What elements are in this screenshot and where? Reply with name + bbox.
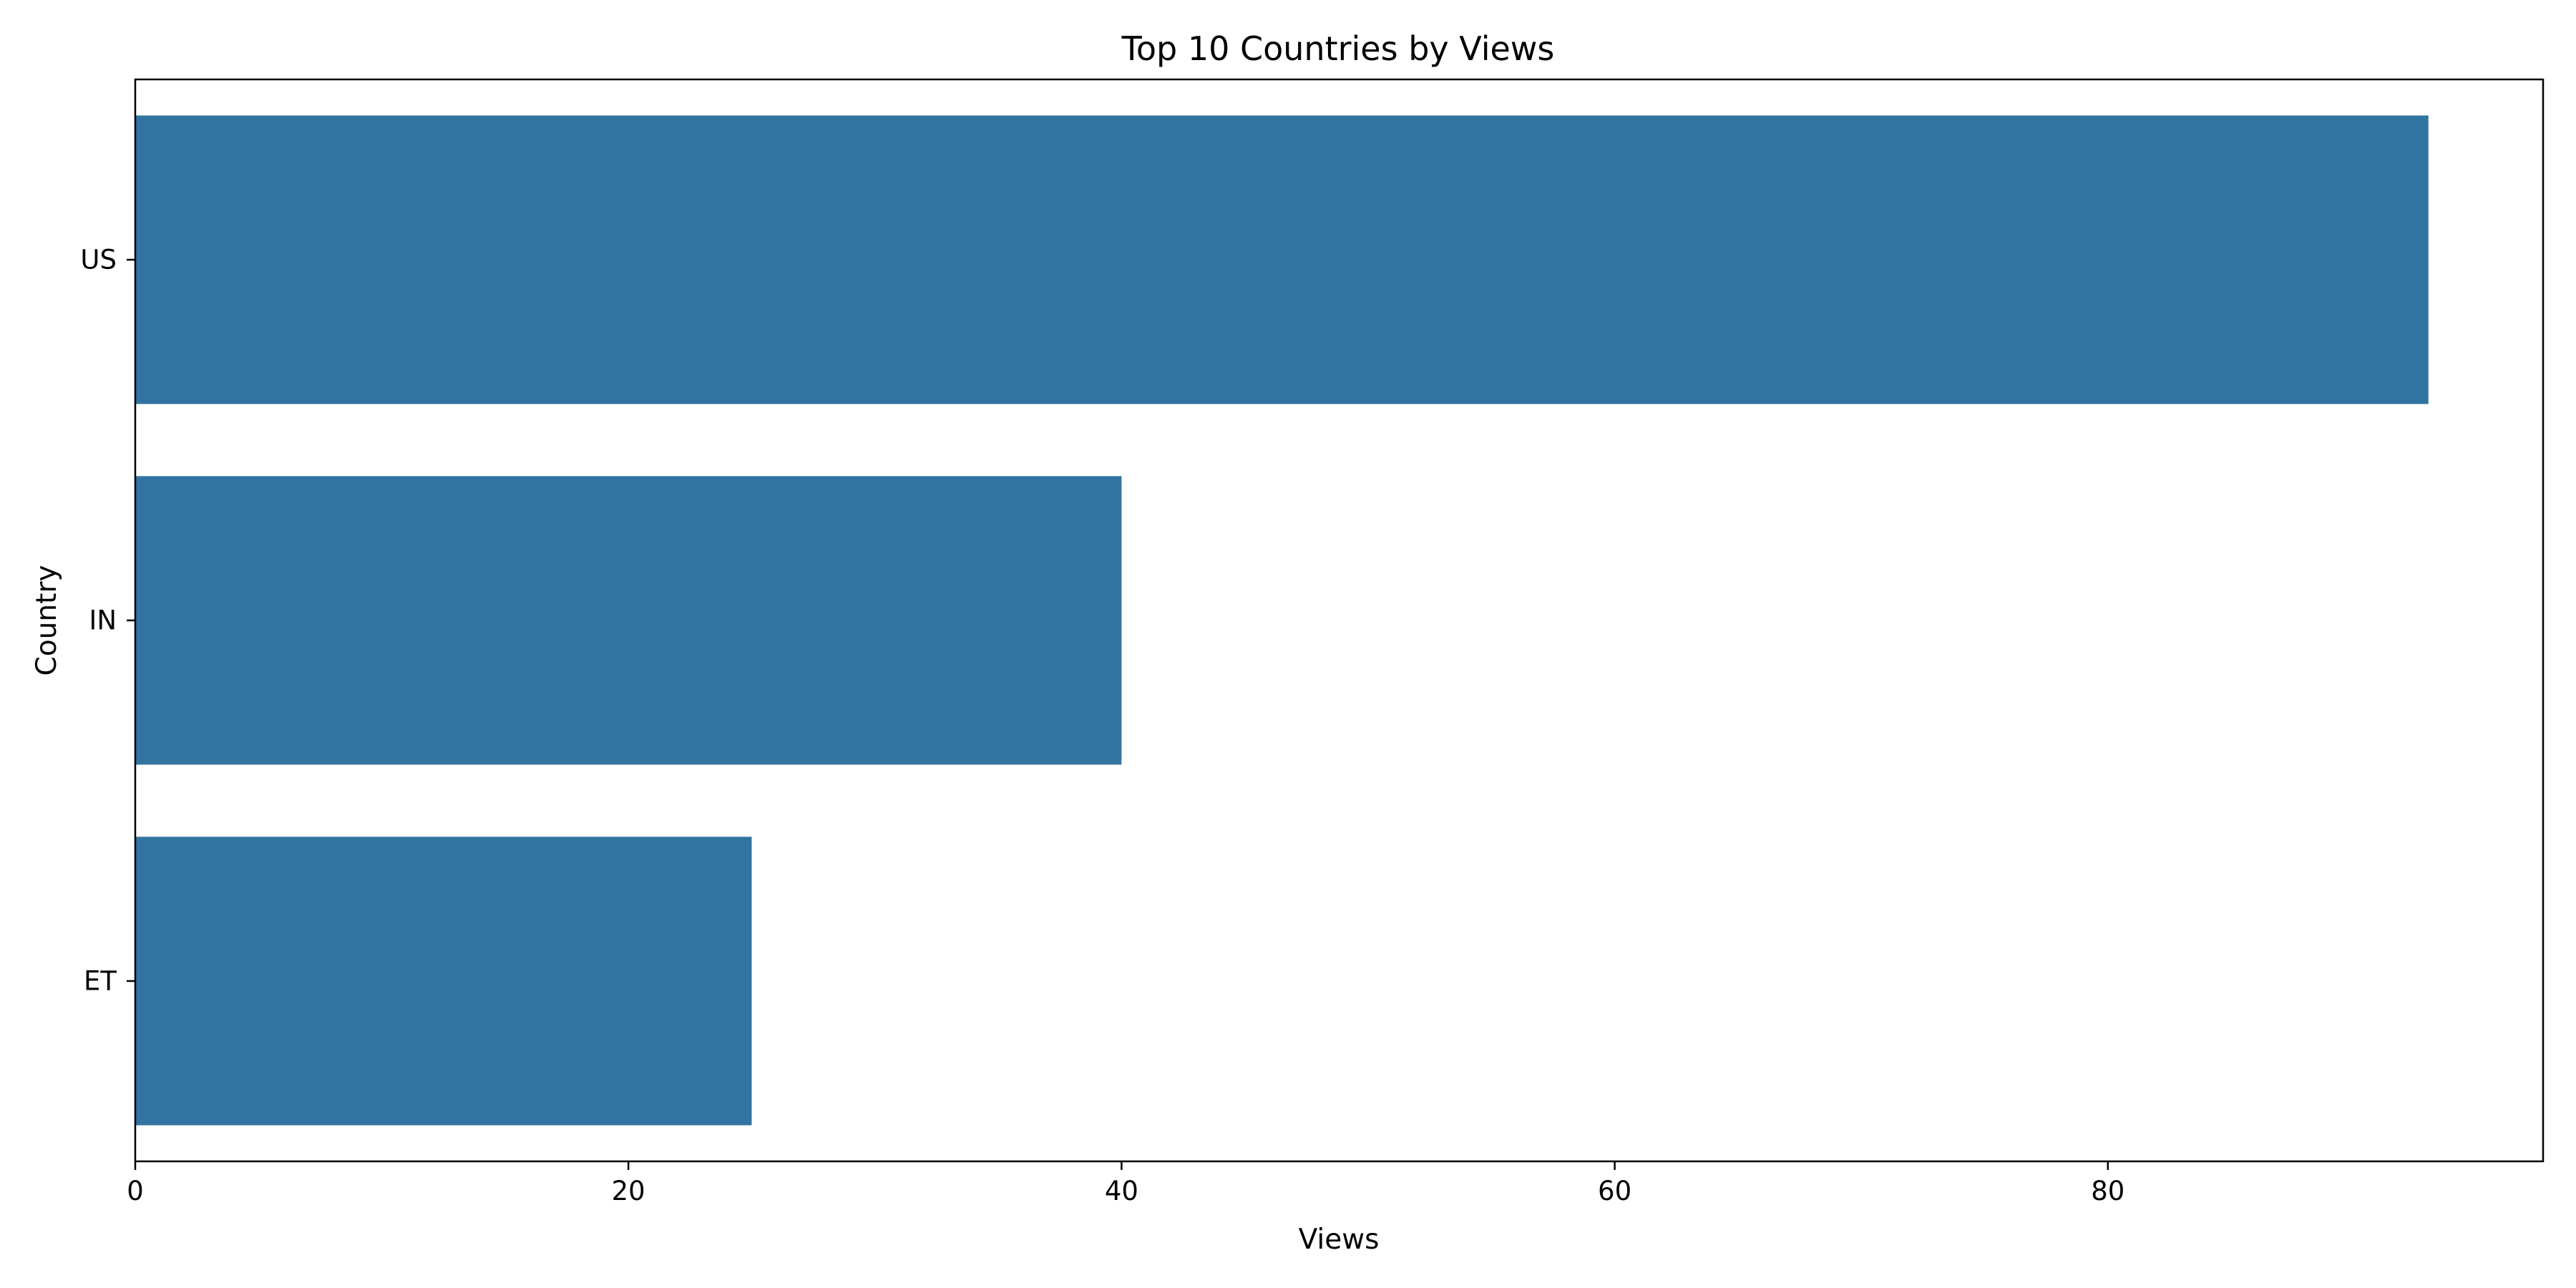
plot-frame — [134, 78, 2545, 1163]
y-axis-label: Country — [31, 565, 63, 676]
x-axis-label: Views — [1299, 1224, 1380, 1256]
bar-us — [135, 115, 2429, 404]
y-tick-label: IN — [89, 605, 117, 636]
bars-layer — [135, 115, 2429, 1126]
x-axis-ticks: 0 20 40 60 80 — [127, 1161, 2124, 1206]
bar-in — [135, 476, 1122, 765]
y-tick-label: ET — [84, 966, 117, 997]
chart-title: Top 10 Countries by Views — [1121, 29, 1555, 68]
y-axis-ticks: US IN ET — [80, 245, 135, 997]
x-tick-label: 80 — [2091, 1176, 2124, 1206]
bar-et — [135, 836, 752, 1126]
x-tick-label: 40 — [1105, 1176, 1138, 1206]
x-tick-label: 20 — [612, 1176, 645, 1206]
x-tick-label: 60 — [1598, 1176, 1631, 1206]
x-tick-label: 0 — [127, 1176, 144, 1206]
y-tick-label: US — [80, 245, 117, 275]
